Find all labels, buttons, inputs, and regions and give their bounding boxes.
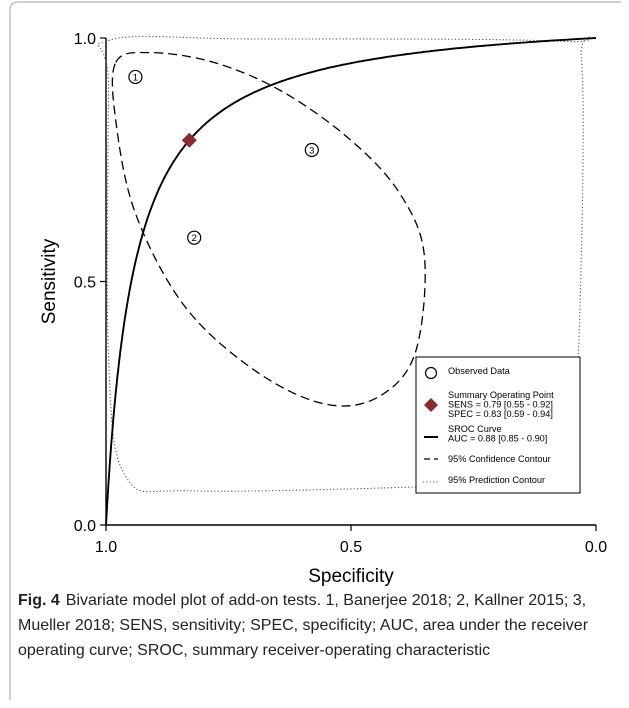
legend-text: Summary Operating Point	[448, 390, 554, 400]
observed-point-label: 2	[192, 233, 197, 244]
legend-symbol-summary	[424, 398, 438, 412]
y-tick-label: 0.0	[74, 518, 96, 535]
confidence-contour	[111, 51, 426, 407]
observed-point	[304, 142, 319, 158]
observed-point-label: 3	[309, 146, 314, 157]
legend-text: SPEC = 0.83 [0.59 - 0.94]	[448, 409, 553, 419]
legend-text: SROC Curve	[448, 424, 502, 434]
figure-border	[9, 1, 621, 700]
figure-caption: Fig. 4 Bivariate model plot of add-on tes…	[18, 588, 618, 663]
legend-text: 95% Prediction Contour	[448, 475, 545, 485]
caption-label: Fig. 4	[18, 592, 60, 609]
x-tick-label: 0.0	[585, 539, 607, 556]
observed-point-label: 1	[133, 72, 138, 83]
observed-point	[128, 69, 143, 85]
bivariate-plot: 1.0 0.5 0.0 0.0 0.5 1.0 Specificity Sensitivity…	[39, 31, 607, 587]
legend-box	[415, 356, 581, 494]
observed-point	[187, 230, 202, 245]
legend-text: Observed Data	[448, 366, 511, 376]
x-tick-label: 1.0	[95, 539, 117, 556]
y-axis-title: Sensitivity	[39, 238, 60, 324]
legend-symbol-observed	[424, 366, 438, 380]
x-axis-title: Specificity	[308, 566, 394, 587]
summary-operating-point	[181, 132, 197, 148]
caption-text: Bivariate model plot of add-on tests. 1,…	[18, 592, 589, 659]
legend-text: 95% Confidence Contour	[448, 454, 551, 464]
y-tick-label: 1.0	[74, 31, 96, 48]
sroc-curve	[105, 37, 597, 525]
y-tick-label: 0.5	[74, 275, 96, 292]
x-tick-label: 0.5	[340, 539, 362, 556]
legend-text: AUC = 0.88 [0.85 - 0.90]	[448, 434, 547, 444]
legend-text: SENS = 0.79 [0.55 - 0.92]	[448, 400, 553, 410]
